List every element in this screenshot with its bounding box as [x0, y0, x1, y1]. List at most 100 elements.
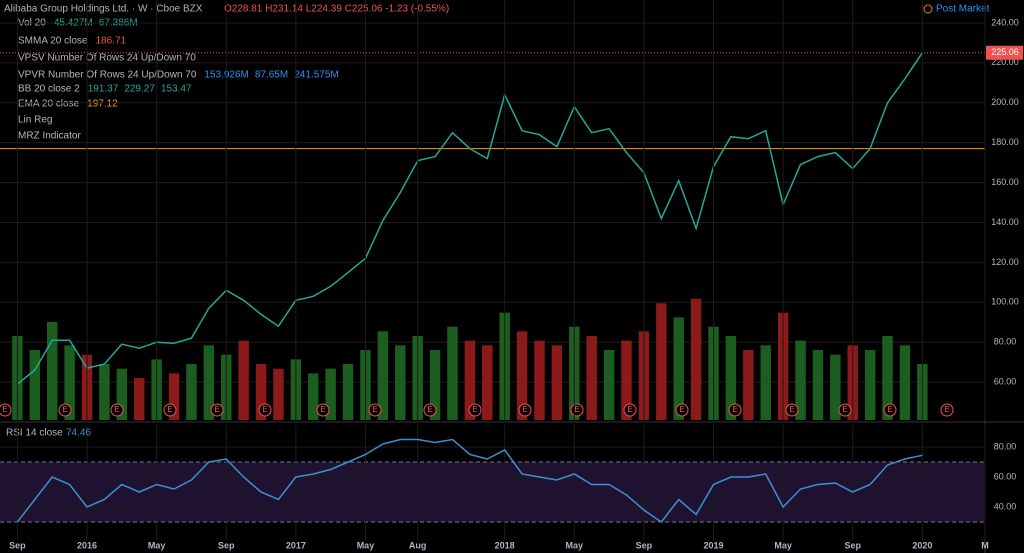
- earnings-marker: [423, 403, 437, 417]
- volume-bar: [395, 345, 406, 420]
- y-tick-label: 80.00: [994, 337, 1017, 347]
- volume-bar: [429, 350, 441, 420]
- volume-bar: [377, 331, 389, 420]
- earnings-marker: [838, 403, 852, 417]
- rsi-value: 74.46: [66, 428, 91, 439]
- volume-bar: [534, 340, 545, 420]
- volume-bar: [656, 303, 667, 420]
- earnings-letter: E: [427, 405, 432, 414]
- volume-bar: [899, 345, 911, 420]
- x-tick-label: Sep: [636, 540, 653, 550]
- earnings-letter: E: [114, 405, 119, 414]
- earnings-marker: [163, 403, 177, 417]
- earnings-letter: E: [732, 405, 737, 414]
- indicator-legend: SMMA 20 close: [18, 36, 88, 47]
- x-tick-label: 2019: [704, 540, 724, 550]
- volume-bar: [673, 317, 684, 420]
- y-tick-label: 240.00: [991, 17, 1019, 27]
- earnings-marker: [728, 403, 742, 417]
- volume-bar: [273, 368, 284, 420]
- earnings-marker: [518, 403, 532, 417]
- volume-bar: [447, 326, 458, 420]
- volume-bar: [29, 350, 41, 420]
- earnings-marker: [623, 403, 637, 417]
- volume-bar: [743, 350, 754, 420]
- earnings-marker: [110, 403, 124, 417]
- indicator-value: 241.575M: [294, 70, 338, 81]
- y-tick-label: 40.00: [994, 501, 1017, 511]
- earnings-letter: E: [574, 405, 579, 414]
- earnings-letter: E: [887, 405, 892, 414]
- x-tick-label: Sep: [844, 540, 861, 550]
- earnings-marker: [316, 403, 330, 417]
- volume-bar: [342, 364, 354, 420]
- indicator-value: 87.65M: [255, 70, 288, 81]
- volume-bar: [830, 354, 841, 420]
- x-tick-label: May: [774, 540, 792, 550]
- earnings-letter: E: [214, 405, 219, 414]
- earnings-marker: [368, 403, 382, 417]
- volume-bar: [482, 345, 493, 420]
- indicator-value: 229.27: [124, 84, 155, 95]
- volume-bar: [586, 336, 597, 420]
- earnings-letter: E: [320, 405, 325, 414]
- earnings-letter: E: [789, 405, 794, 414]
- rsi-legend: RSI 14 close: [6, 428, 63, 439]
- x-tick-label: 2020: [912, 540, 932, 550]
- earnings-letter: E: [62, 405, 67, 414]
- earnings-marker: [675, 403, 689, 417]
- volume-bar: [186, 364, 197, 420]
- y-tick-label: 180.00: [991, 137, 1019, 147]
- earnings-letter: E: [167, 405, 172, 414]
- volume-bar: [464, 340, 476, 420]
- x-tick-label: Sep: [218, 540, 235, 550]
- volume-bar: [116, 368, 128, 420]
- earnings-letter: E: [472, 405, 477, 414]
- earnings-marker: [210, 403, 224, 417]
- x-tick-label: 2017: [286, 540, 306, 550]
- volume-bar: [168, 373, 180, 420]
- earnings-letter: E: [944, 405, 949, 414]
- y-tick-label: 60.00: [994, 376, 1017, 386]
- volume-bar: [308, 373, 319, 420]
- volume-bar: [621, 340, 632, 420]
- earnings-marker: [258, 403, 272, 417]
- earnings-marker: [785, 403, 799, 417]
- x-tick-label: May: [566, 540, 584, 550]
- volume-bar: [134, 378, 145, 420]
- indicator-legend: MRZ Indicator: [18, 131, 81, 142]
- last-price-badge: [986, 45, 1023, 60]
- post-market[interactable]: Post Market: [936, 4, 990, 15]
- volume-bar: [812, 350, 824, 420]
- indicator-legend: VPSV Number Of Rows 24 Up/Down 70: [18, 53, 196, 64]
- indicator-legend: EMA 20 close: [18, 99, 80, 110]
- y-tick-label: 140.00: [991, 217, 1019, 227]
- x-tick-label: May: [148, 540, 166, 550]
- indicator-value: 191.37: [88, 84, 119, 95]
- price-line: [16, 52, 923, 385]
- volume-bar: [255, 364, 267, 420]
- earnings-letter: E: [679, 405, 684, 414]
- x-tick-label: May: [357, 540, 375, 550]
- indicator-value: 186.71: [95, 36, 126, 47]
- indicator-legend: Lin Reg: [18, 115, 52, 126]
- volume-bar: [46, 322, 58, 420]
- x-tick-label: 2016: [77, 540, 97, 550]
- indicator-value: 153.47: [161, 84, 192, 95]
- y-tick-label: 160.00: [991, 177, 1019, 187]
- last-price: 225.06: [991, 47, 1019, 57]
- rsi-band: [0, 462, 985, 523]
- volume-bar: [64, 345, 75, 420]
- earnings-letter: E: [627, 405, 632, 414]
- volume-bar: [725, 336, 737, 420]
- volume-bar: [238, 340, 249, 420]
- indicator-legend: VPVR Number Of Rows 24 Up/Down 70: [18, 70, 197, 81]
- earnings-letter: E: [522, 405, 527, 414]
- volume-bar: [795, 340, 806, 420]
- volume-bar: [551, 345, 563, 420]
- ohlc: O228.81 H231.14 L224.39 C225.06 -1.23 (-…: [224, 4, 449, 15]
- volume-bar: [864, 350, 876, 420]
- volume-bar: [603, 350, 615, 420]
